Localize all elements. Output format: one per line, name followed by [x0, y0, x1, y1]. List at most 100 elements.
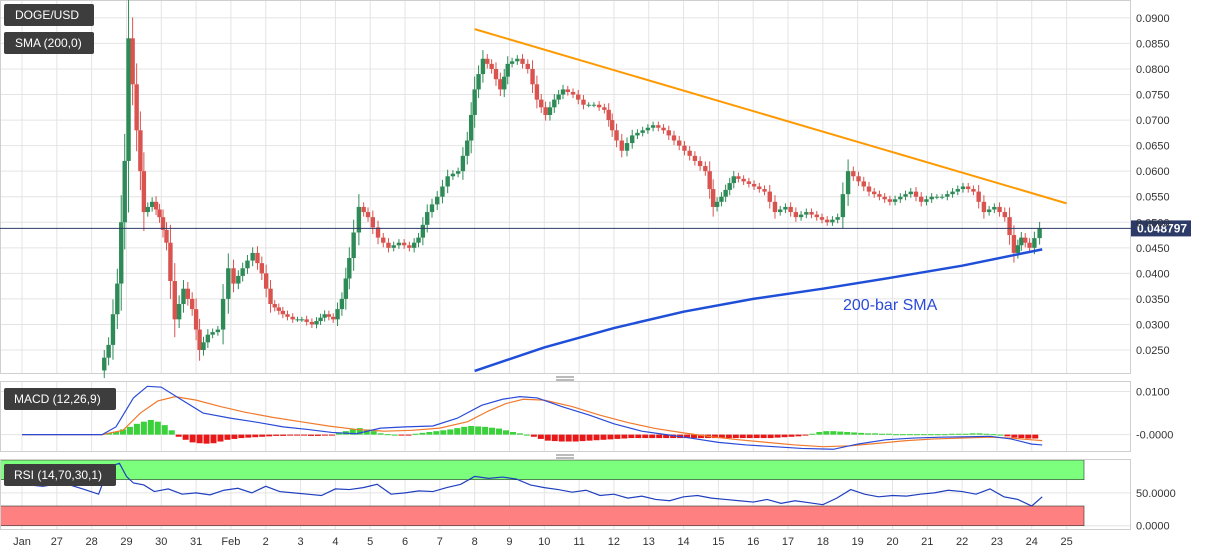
date-tick: 13 [643, 536, 655, 548]
candle-body [924, 199, 929, 202]
macd-tag: MACD (12,26,9) [4, 388, 116, 410]
candle-body [425, 212, 430, 225]
candle-body [762, 189, 767, 192]
macd-histogram-bar [725, 434, 732, 439]
macd-histogram-bar [593, 434, 600, 441]
candle-body [645, 127, 651, 131]
macd-histogram-bar [830, 431, 837, 435]
candle-body [290, 316, 295, 320]
macd-histogram-bar [238, 434, 245, 439]
candle-body [997, 206, 1002, 213]
candle-body [381, 237, 386, 243]
rsi-line [21, 462, 1043, 507]
macd-histogram-bar [649, 434, 656, 439]
candle-body [168, 242, 173, 282]
candle-body [361, 206, 366, 213]
macd-signal-line [22, 396, 1043, 448]
sma-label: SMA (200,0) [15, 36, 82, 50]
x-axis-date-labels: Jan 27 28 29 30 31 Feb 2 3 4 5 6 7 8 9 10 11 12 13 14 15 16 17… [13, 536, 1073, 548]
candle-body [908, 191, 913, 195]
candle-body [326, 314, 332, 317]
macd-histogram-bar [161, 425, 168, 435]
macd-histogram-bar [203, 434, 210, 444]
macd-histogram-bar [245, 434, 252, 438]
macd-histogram-bar [976, 433, 983, 435]
macd-histogram-bar [962, 433, 969, 435]
candle-body [666, 130, 671, 136]
macd-histogram-bar [314, 434, 321, 436]
candle-body [145, 206, 150, 213]
candle-body [309, 321, 315, 325]
date-tick: 12 [608, 536, 620, 548]
candle-body [468, 114, 474, 141]
macd-histogram-bar [287, 434, 294, 436]
candle-body [814, 214, 819, 218]
date-tick: 24 [1026, 536, 1038, 548]
candle-body [892, 199, 898, 202]
candle-body [391, 245, 396, 248]
candle-body [903, 194, 908, 197]
candle-body [845, 171, 851, 195]
candle-body [505, 63, 510, 77]
candle-body [777, 209, 783, 213]
macd-histogram-bar [321, 434, 328, 436]
macd-histogram-bar [837, 431, 844, 435]
candle-body [543, 107, 548, 115]
date-tick: 17 [782, 536, 794, 548]
candle-body [509, 61, 515, 64]
candle-body [1007, 217, 1012, 236]
candle-body [1011, 235, 1017, 253]
candle-body [640, 130, 645, 133]
rsi-resize-handle[interactable] [556, 454, 574, 459]
candle-body [465, 140, 470, 156]
candle-body [485, 58, 490, 64]
macd-resize-handle[interactable] [556, 376, 574, 381]
candle-body [272, 304, 277, 308]
date-tick: 19 [852, 536, 864, 548]
candle-body [401, 242, 407, 246]
candle-body [1032, 238, 1037, 248]
price-axis-tick: 0.0300 [1136, 319, 1170, 331]
candle-body [624, 143, 630, 151]
candle-body [347, 258, 352, 279]
macd-histogram-bar [489, 427, 496, 435]
rsi-panel-frame [0, 459, 1131, 530]
candle-body [138, 130, 143, 172]
date-tick: 20 [886, 536, 898, 548]
candle-body [565, 89, 570, 92]
candle-body [710, 189, 716, 207]
candle-body [153, 201, 159, 210]
candle-body [934, 196, 940, 198]
price-axis-tick: 0.0700 [1136, 115, 1170, 127]
candle-body [149, 201, 155, 207]
candle-body [913, 191, 919, 197]
macd-histogram-bar [670, 434, 677, 439]
candle-body [851, 171, 856, 177]
rsi-overbought-zone [0, 459, 1085, 481]
macd-histogram-bar [544, 434, 551, 441]
macd-histogram-bar [523, 434, 530, 436]
macd-histogram-bar [997, 434, 1004, 436]
candle-body [189, 298, 195, 310]
candle-body [141, 171, 147, 213]
candle-body [440, 186, 445, 197]
sma-tag: SMA (200,0) [4, 32, 94, 54]
candle-body [976, 191, 981, 202]
macd-histogram-bar [767, 434, 774, 439]
macd-histogram-bar [579, 434, 586, 442]
date-tick: 9 [506, 536, 512, 548]
candle-body [731, 176, 736, 184]
candle-body [226, 268, 231, 299]
candle-body [130, 38, 135, 85]
macd-axis-tick: -0.0000 [1136, 430, 1173, 442]
macd-histogram-bar [530, 434, 537, 437]
macd-histogram-bar [781, 434, 788, 438]
sma-200-line [474, 248, 1043, 373]
macd-histogram-bar [711, 434, 718, 439]
candle-body [887, 199, 893, 202]
candle-body [727, 183, 732, 190]
macd-histogram-bar [273, 434, 280, 436]
macd-histogram-bar [899, 434, 906, 436]
candle-body [697, 160, 703, 167]
